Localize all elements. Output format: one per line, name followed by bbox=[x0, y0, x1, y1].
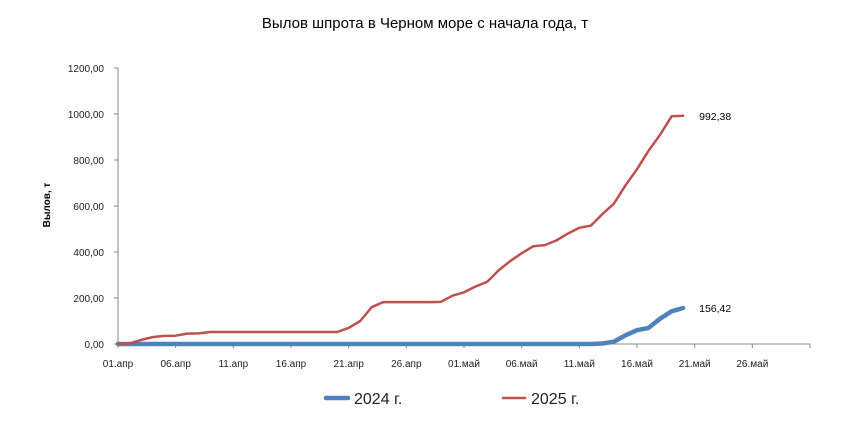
x-axis-ticks: 01.апр 06.апр 11.апр 16.апр 21.апр 26.апр 01.м… bbox=[103, 344, 811, 370]
x-tick-label: 06.апр bbox=[160, 359, 191, 370]
y-tick-label: 800,00 bbox=[73, 156, 104, 167]
x-tick-label: 11.апр bbox=[218, 359, 248, 370]
series-lines bbox=[115, 114, 686, 347]
x-tick-label: 26.апр bbox=[391, 359, 422, 370]
data-labels: 156,42 992,38 bbox=[699, 111, 731, 315]
x-tick-label: 16.апр bbox=[276, 359, 307, 370]
x-tick-label: 21.апр bbox=[333, 359, 364, 370]
legend-label: 2025 г. bbox=[531, 391, 579, 408]
x-tick-label: 21.май bbox=[679, 359, 711, 370]
x-tick-label: 01.май bbox=[448, 359, 480, 370]
x-tick-label: 11.май bbox=[564, 359, 595, 370]
y-axis-label: Вылов, т bbox=[42, 183, 53, 228]
y-tick-label: 200,00 bbox=[73, 294, 104, 305]
y-tick-label: 0,00 bbox=[85, 340, 105, 351]
end-value-label: 992,38 bbox=[699, 111, 731, 123]
legend-label: 2024 г. bbox=[354, 391, 402, 408]
x-tick-label: 06.май bbox=[506, 359, 538, 370]
x-tick-label: 26.май bbox=[736, 359, 768, 370]
series-line-2025 bbox=[116, 114, 685, 346]
y-tick-label: 600,00 bbox=[73, 202, 104, 213]
chart-title: Вылов шпрота в Черном море с начала года… bbox=[262, 15, 588, 32]
x-tick-label: 16.май bbox=[621, 359, 653, 370]
y-tick-label: 1200,00 bbox=[68, 64, 105, 75]
y-axis-ticks: 0,00 200,00 400,00 600,00 800,00 1000,00 1200,… bbox=[68, 64, 118, 351]
y-tick-label: 1000,00 bbox=[68, 110, 105, 121]
y-tick-label: 400,00 bbox=[73, 248, 104, 259]
series-line-2024 bbox=[115, 305, 686, 347]
legend: 2024 г. 2025 г. bbox=[323, 391, 579, 408]
end-value-label: 156,42 bbox=[699, 303, 731, 315]
x-tick-label: 01.апр bbox=[103, 359, 134, 370]
